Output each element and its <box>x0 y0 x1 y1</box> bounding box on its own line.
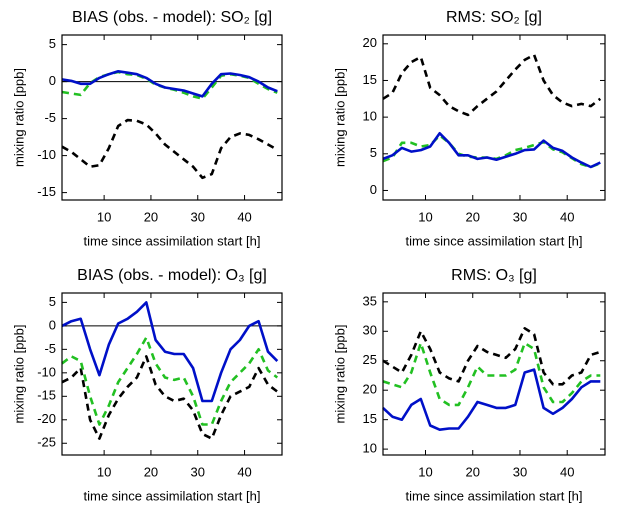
y-tick-label: -10 <box>37 147 56 162</box>
panel-title: BIAS (obs. - model): O₃ [g] <box>77 267 267 284</box>
x-axis-label: time since assimilation start [h] <box>83 488 260 503</box>
y-tick-label: 10 <box>363 109 377 124</box>
x-tick-label: 10 <box>418 464 432 479</box>
y-tick-label: 30 <box>363 323 377 338</box>
series-line <box>382 132 601 169</box>
x-tick-label: 20 <box>144 209 158 224</box>
x-tick-label: 20 <box>144 464 158 479</box>
y-tick-label: 35 <box>363 293 377 308</box>
x-tick-label: 20 <box>466 464 480 479</box>
y-tick-label: 15 <box>363 72 377 87</box>
y-tick-label: -25 <box>37 435 56 450</box>
plot-frame <box>382 292 606 456</box>
y-axis-label: mixing ratio [ppb] <box>332 325 347 424</box>
x-tick-label: 10 <box>97 209 111 224</box>
series-line <box>382 368 601 431</box>
series-line <box>61 336 279 426</box>
y-tick-label: 15 <box>363 411 377 426</box>
x-tick-label: 40 <box>560 209 574 224</box>
series-line <box>61 70 278 98</box>
y-tick-label: 0 <box>49 317 56 332</box>
y-tick-label: 10 <box>363 441 377 456</box>
panel-title: RMS: SO₂ [g] <box>446 9 542 26</box>
x-tick-label: 10 <box>97 464 111 479</box>
panel-title: BIAS (obs. - model): SO₂ [g] <box>72 9 272 26</box>
y-tick-label: -15 <box>37 388 56 403</box>
x-tick-label: 40 <box>237 209 251 224</box>
y-tick-label: -5 <box>44 341 56 356</box>
y-tick-label: -5 <box>44 110 56 125</box>
x-axis-label: time since assimilation start [h] <box>405 233 582 248</box>
x-tick-label: 20 <box>466 209 480 224</box>
y-axis-label: mixing ratio [ppb] <box>11 325 26 424</box>
x-axis-label: time since assimilation start [h] <box>83 233 260 248</box>
x-tick-label: 30 <box>513 464 527 479</box>
x-axis-label: time since assimilation start [h] <box>405 488 582 503</box>
y-tick-label: 5 <box>49 36 56 51</box>
x-tick-label: 40 <box>237 464 251 479</box>
x-tick-label: 40 <box>560 464 574 479</box>
panel-title: RMS: O₃ [g] <box>451 267 537 284</box>
series-line <box>382 327 601 386</box>
plot-frame <box>61 292 283 456</box>
y-tick-label: -15 <box>37 184 56 199</box>
y-tick-label: 0 <box>370 182 377 197</box>
y-tick-label: 20 <box>363 382 377 397</box>
plot-frame <box>61 34 283 201</box>
series-line <box>61 118 278 180</box>
series-line <box>382 341 601 407</box>
x-tick-label: 30 <box>191 464 205 479</box>
y-tick-label: 25 <box>363 352 377 367</box>
plot-frame <box>382 34 606 201</box>
y-tick-label: 20 <box>363 35 377 50</box>
y-tick-label: 0 <box>49 73 56 88</box>
y-axis-label: mixing ratio [ppb] <box>332 68 347 167</box>
series-line <box>382 53 602 117</box>
series-line <box>61 301 279 403</box>
y-tick-label: 5 <box>370 145 377 160</box>
y-tick-label: 5 <box>49 294 56 309</box>
y-tick-label: -20 <box>37 411 56 426</box>
series-line <box>61 355 279 440</box>
y-tick-label: -10 <box>37 364 56 379</box>
y-axis-label: mixing ratio [ppb] <box>11 68 26 167</box>
x-tick-label: 30 <box>191 209 205 224</box>
x-tick-label: 30 <box>513 209 527 224</box>
x-tick-label: 10 <box>418 209 432 224</box>
